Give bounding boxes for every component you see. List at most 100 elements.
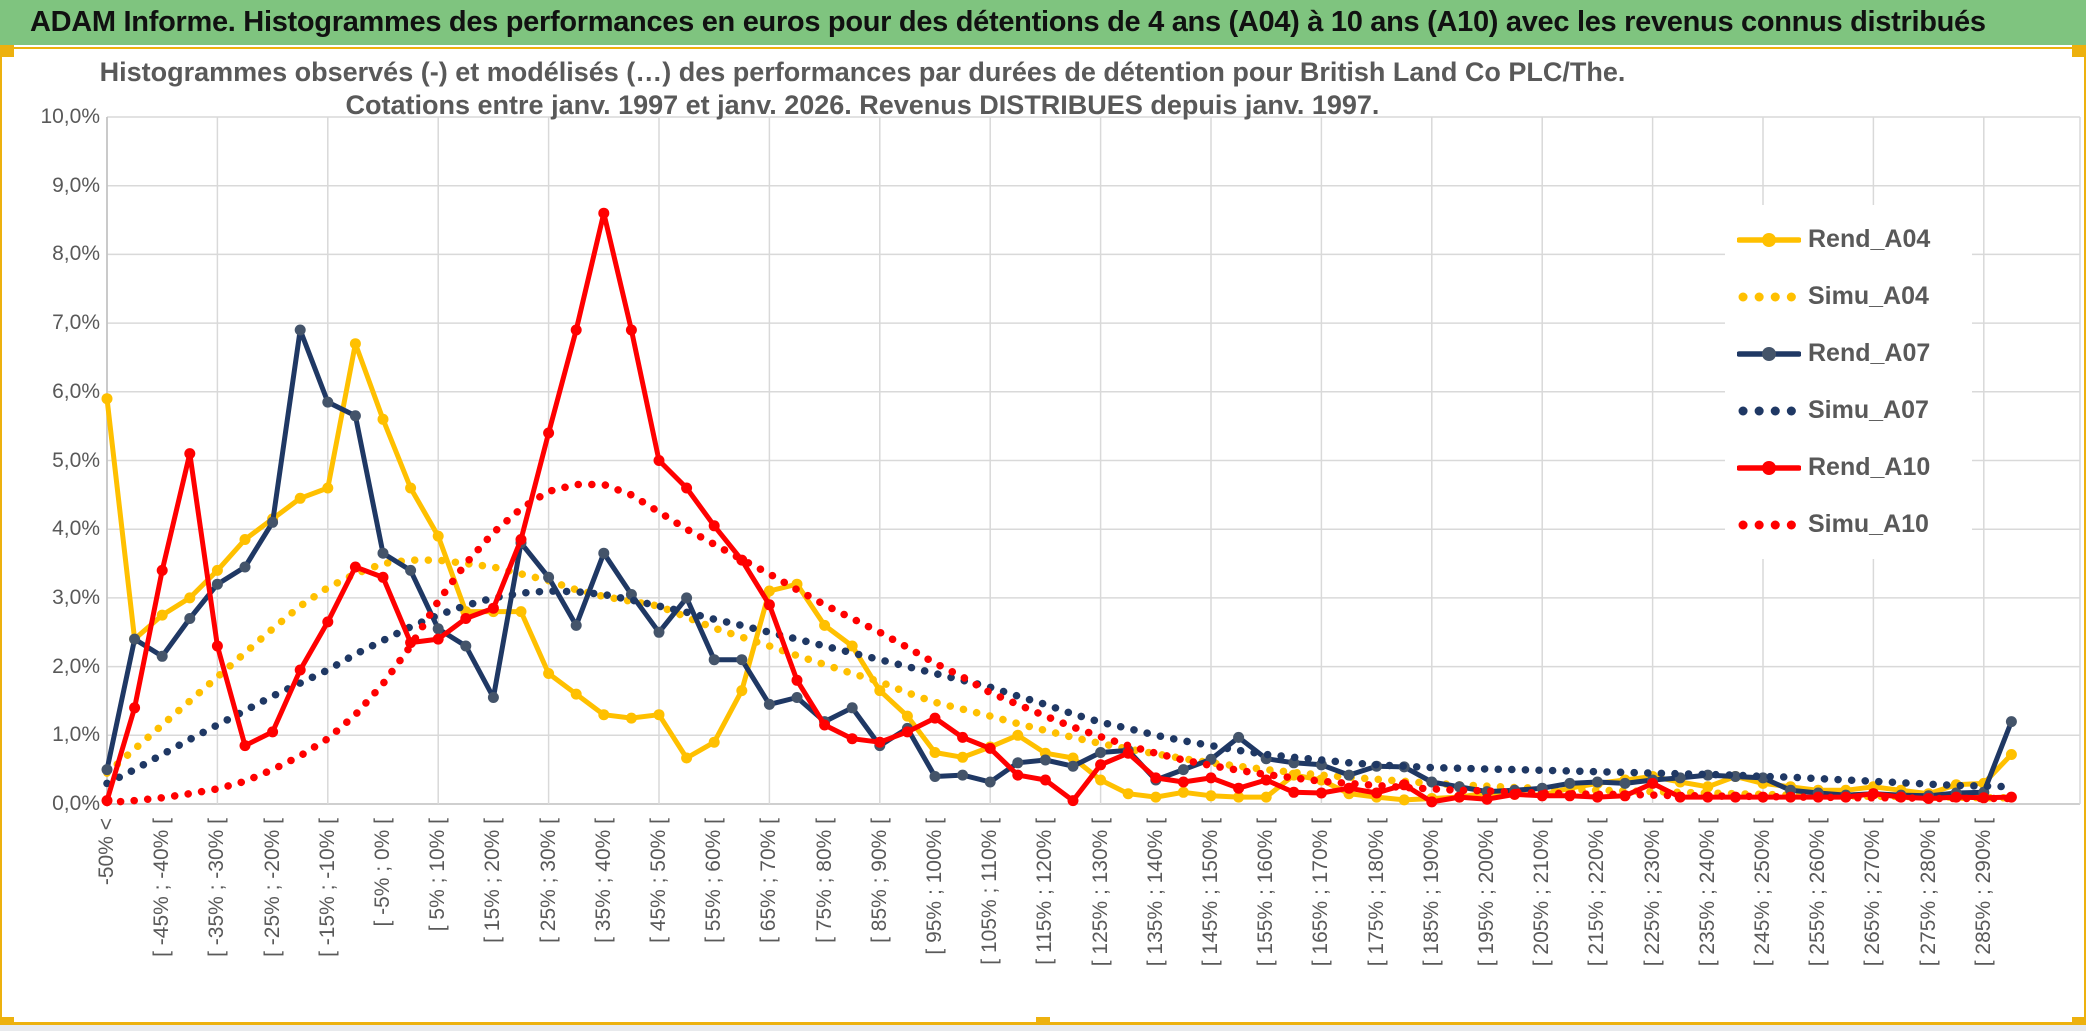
legend-label: Rend_A10 (1808, 453, 1931, 481)
marker-Rend_A04 (349, 338, 361, 350)
legend: Rend_A04 Simu_A04 Rend_A07 Simu_A07 Rend_A10… (1725, 205, 1972, 559)
marker-Rend_A10 (294, 664, 306, 676)
marker-Rend_A04 (957, 751, 969, 763)
marker-Rend_A07 (487, 692, 499, 703)
marker-Rend_A07 (156, 650, 168, 662)
marker-Rend_A07 (763, 698, 775, 710)
marker-Rend_A07 (1757, 772, 1769, 784)
marker-Rend_A07 (239, 561, 251, 573)
legend-item-Simu_A07[interactable]: Simu_A07 (1737, 382, 1972, 439)
marker-Rend_A07 (1426, 776, 1438, 788)
x-axis-tick-label: [ 245% ; 250% [ (1751, 818, 1774, 967)
marker-Rend_A07 (460, 640, 472, 652)
x-axis-tick-label: [ 225% ; 230% [ (1640, 818, 1664, 967)
marker-Rend_A10 (267, 726, 279, 738)
marker-Rend_A10 (1288, 786, 1300, 798)
legend-label: Rend_A04 (1808, 225, 1931, 253)
marker-Rend_A07 (267, 516, 279, 528)
legend-item-Simu_A10[interactable]: Simu_A10 (1737, 496, 1972, 553)
marker-Rend_A04 (846, 640, 858, 652)
marker-Rend_A10 (570, 324, 582, 336)
legend-swatch-dotted (1738, 292, 1801, 301)
x-axis-tick-label: -50% < (95, 818, 118, 886)
series-Rend_A04 (104, 341, 2014, 803)
sheet-header-title: ADAM Informe. Histogrammes des performan… (30, 6, 1986, 38)
marker-Rend_A10 (984, 742, 996, 754)
marker-Rend_A04 (1012, 729, 1024, 741)
legend-label: Simu_A04 (1808, 282, 1929, 310)
marker-Rend_A10 (763, 599, 775, 611)
marker-Rend_A10 (322, 616, 334, 628)
y-axis-tick-label: 2,0% (52, 654, 100, 678)
marker-Rend_A10 (1371, 787, 1383, 799)
chart-title: Histogrammes observés (-) et modélisés (… (90, 56, 1635, 122)
marker-Rend_A07 (598, 547, 610, 559)
x-axis-tick-label: [ 255% ; 260% [ (1806, 818, 1830, 967)
marker-Rend_A07 (1564, 777, 1576, 789)
chart-resize-handle-top-left[interactable] (0, 45, 14, 57)
marker-Rend_A07 (432, 623, 444, 635)
x-axis-tick-label: [ 95% ; 100% [ (923, 818, 946, 955)
marker-Rend_A10 (1453, 791, 1465, 803)
marker-Rend_A04 (1095, 774, 1107, 786)
legend-item-Rend_A04[interactable]: Rend_A04 (1737, 211, 1972, 268)
sheet-header-bar: ADAM Informe. Histogrammes des performan… (0, 0, 2086, 45)
x-axis-tick-label: [ -45% ; -40% [ (150, 818, 174, 957)
marker-Rend_A07 (846, 702, 858, 714)
chart-title-line2: Cotations entre janv. 1997 et janv. 2026… (345, 90, 1380, 120)
marker-Rend_A10 (349, 561, 361, 573)
marker-Rend_A04 (819, 619, 831, 631)
marker-Rend_A07 (736, 654, 748, 666)
marker-Rend_A10 (819, 719, 831, 731)
marker-Rend_A07 (570, 619, 582, 631)
legend-item-Simu_A04[interactable]: Simu_A04 (1737, 268, 1972, 325)
marker-Rend_A10 (184, 448, 196, 460)
marker-Rend_A07 (2005, 716, 2017, 728)
marker-Rend_A10 (515, 534, 527, 545)
marker-Rend_A04 (763, 585, 775, 597)
y-axis-tick-label: 1,0% (52, 723, 100, 747)
marker-Rend_A07 (405, 564, 417, 576)
marker-Rend_A04 (101, 393, 113, 405)
y-axis-tick-label: 0,0% (52, 792, 100, 815)
legend-item-Rend_A07[interactable]: Rend_A07 (1737, 325, 1972, 382)
marker-Rend_A04 (1067, 752, 1079, 764)
marker-Rend_A04 (322, 482, 334, 494)
marker-Rend_A10 (487, 602, 499, 614)
marker-Rend_A10 (377, 571, 389, 583)
x-axis-tick-label: [ 205% ; 210% [ (1530, 818, 1554, 967)
marker-Rend_A10 (1150, 772, 1162, 784)
x-axis-tick-label: [ 185% ; 190% [ (1419, 818, 1443, 967)
marker-Rend_A07 (929, 771, 941, 782)
chart-selection-border-top (0, 47, 2086, 49)
marker-Rend_A10 (1315, 787, 1327, 799)
legend-swatch-dotted (1738, 406, 1801, 415)
marker-Rend_A04 (377, 413, 389, 425)
marker-Rend_A07 (543, 571, 555, 583)
x-axis-tick-label: [ -5% ; 0% [ (371, 818, 394, 927)
marker-Rend_A04 (515, 606, 527, 618)
marker-Rend_A04 (211, 564, 223, 576)
y-axis-tick-label: 4,0% (52, 517, 100, 541)
marker-Rend_A04 (598, 709, 610, 721)
x-axis-tick-label: [ 135% ; 140% [ (1143, 818, 1167, 967)
x-axis-tick-label: [ 285% ; 290% [ (1971, 818, 1995, 967)
legend-item-Rend_A10[interactable]: Rend_A10 (1737, 439, 1972, 496)
marker-Rend_A07 (791, 692, 803, 703)
marker-Rend_A10 (846, 733, 858, 745)
marker-Rend_A07 (294, 324, 306, 336)
x-axis-tick-label: [ 175% ; 180% [ (1364, 818, 1388, 967)
marker-Rend_A04 (239, 534, 251, 545)
x-axis-tick-label: [ -35% ; -30% [ (205, 818, 229, 957)
marker-Rend_A04 (1150, 791, 1162, 803)
marker-Rend_A07 (1177, 764, 1189, 776)
marker-Rend_A10 (929, 712, 941, 724)
marker-Rend_A10 (460, 613, 472, 624)
x-axis-tick-label: [ -25% ; -20% [ (260, 818, 284, 957)
marker-Rend_A07 (129, 633, 141, 645)
marker-Rend_A10 (211, 640, 223, 652)
bottom-strip (0, 1025, 2086, 1031)
chart-resize-handle-top-right[interactable] (2072, 45, 2086, 57)
x-axis-tick-label: [ 5% ; 10% [ (426, 818, 450, 932)
y-axis-tick-label: 6,0% (52, 379, 100, 403)
